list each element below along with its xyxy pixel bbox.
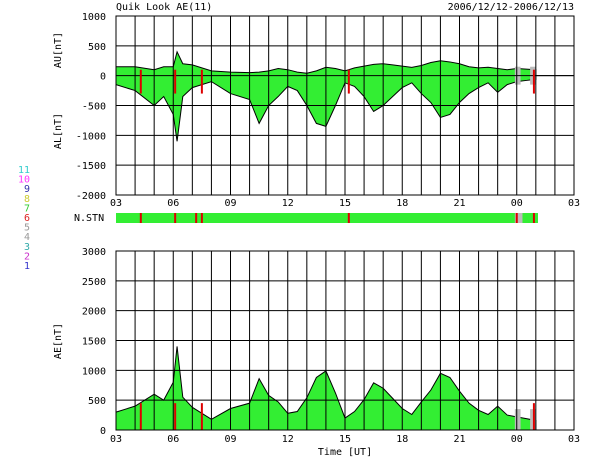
y-tick-label: -2000: [76, 191, 106, 202]
station-legend-entry: 8: [24, 194, 30, 205]
date-range: 2006/12/12-2006/12/13: [448, 2, 574, 13]
ae-frame: [115, 250, 575, 431]
x-tick-label: 03: [568, 198, 580, 209]
station-legend-entry: 7: [24, 203, 30, 214]
y-tick-label: -500: [82, 102, 106, 113]
x-tick-label: 15: [339, 198, 351, 209]
au-al-panel: 1000 500 0 -500 -1000 -1500 -2000 03 06 09 12 15 18…: [53, 12, 580, 209]
station-legend-entry: 10: [18, 175, 30, 186]
y-tick-label: 2000: [82, 307, 106, 318]
station-strip: N.STN: [74, 213, 538, 224]
station-legend-entry: 2: [24, 251, 30, 262]
ae-y-ticks: 3000 2500 2000 1500 1000 500 0: [82, 247, 106, 437]
x-tick-label: 06: [167, 434, 179, 445]
y-tick-label: 1000: [82, 12, 106, 23]
station-legend-entry: 9: [24, 184, 30, 195]
strip-marker: [515, 213, 518, 223]
x-tick-label: 00: [511, 198, 523, 209]
y-tick-label: 500: [88, 396, 106, 407]
station-strip-label: N.STN: [74, 213, 104, 224]
x-tick-label: 18: [396, 198, 408, 209]
ae-markers: [139, 403, 535, 430]
x-tick-label: 03: [110, 434, 122, 445]
au-al-x-ticks: 03 06 09 12 15 18 21 00 03: [110, 198, 580, 209]
au-axis-label: AU[nT]: [53, 32, 64, 68]
x-tick-label: 06: [167, 198, 179, 209]
figure-title: Quik Look AE(11): [116, 2, 212, 13]
x-tick-label: 21: [453, 198, 465, 209]
station-strip-bar: [116, 213, 538, 223]
y-tick-label: 0: [100, 72, 106, 83]
au-al-y-ticks: 1000 500 0 -500 -1000 -1500 -2000: [76, 12, 106, 202]
y-tick-label: 500: [88, 42, 106, 53]
station-legend-entry: 11: [18, 165, 30, 176]
strip-marker: [195, 213, 198, 223]
x-tick-label: 09: [224, 434, 236, 445]
station-legend-entry: 1: [24, 261, 30, 272]
y-tick-label: -1500: [76, 161, 106, 172]
x-tick-label: 09: [224, 198, 236, 209]
x-tick-label: 12: [282, 198, 294, 209]
station-legend-entry: 4: [24, 232, 30, 243]
x-tick-label: 00: [511, 434, 523, 445]
station-strip-markers: [139, 213, 535, 223]
x-tick-label: 21: [453, 434, 465, 445]
strip-marker: [174, 213, 177, 223]
x-tick-label: 15: [339, 434, 351, 445]
au-al-grid: [116, 16, 574, 195]
strip-marker: [347, 213, 350, 223]
data-gap: [514, 409, 521, 430]
time-axis-label: Time [UT]: [318, 447, 372, 458]
y-tick-label: 1500: [82, 337, 106, 348]
y-tick-label: 1000: [82, 366, 106, 377]
strip-marker: [200, 213, 203, 223]
station-legend-entry: 5: [24, 223, 30, 234]
y-tick-label: 3000: [82, 247, 106, 258]
x-tick-label: 03: [110, 198, 122, 209]
au-al-frame: [115, 15, 575, 196]
ae-grid: [116, 251, 574, 430]
x-tick-label: 12: [282, 434, 294, 445]
station-legend-entry: 6: [24, 213, 30, 224]
x-tick-label: 03: [568, 434, 580, 445]
y-tick-label: -1000: [76, 131, 106, 142]
y-tick-label: 2500: [82, 277, 106, 288]
au-al-markers: [139, 69, 535, 94]
ae-x-ticks: 03 06 09 12 15 18 21 00 03: [110, 434, 580, 445]
x-tick-label: 18: [396, 434, 408, 445]
station-legend-entry: 3: [24, 242, 30, 253]
y-tick-label: 0: [100, 426, 106, 437]
strip-marker: [532, 213, 535, 223]
al-axis-label: AL[nT]: [53, 113, 64, 149]
strip-marker: [139, 213, 142, 223]
ae-axis-label: AE[nT]: [53, 323, 64, 359]
strip-gap: [514, 213, 523, 223]
